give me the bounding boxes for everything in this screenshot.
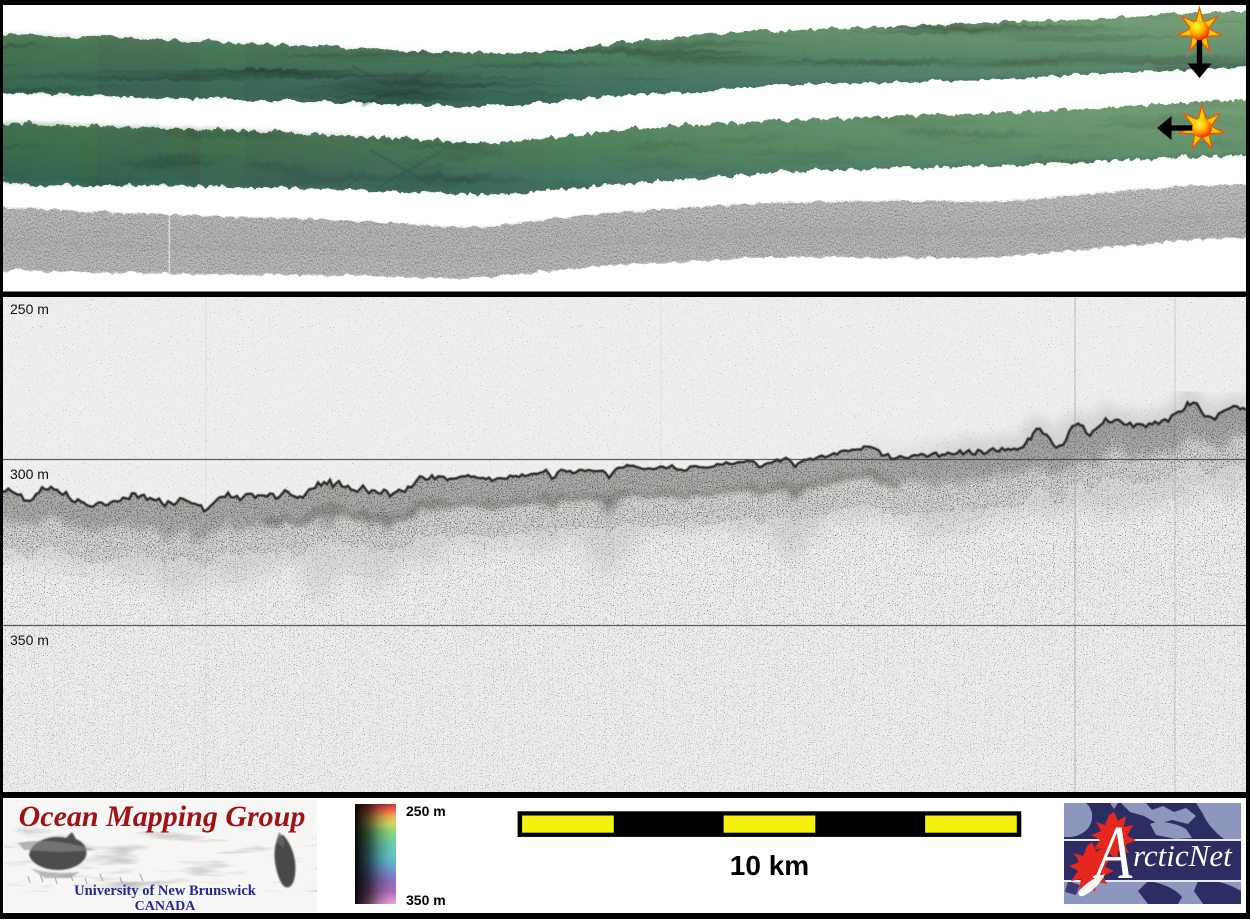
svg-text:250 m: 250 m: [10, 301, 49, 317]
svg-text:Ocean Mapping Group: Ocean Mapping Group: [19, 800, 306, 833]
svg-text:250 m: 250 m: [406, 803, 446, 819]
svg-text:10 km: 10 km: [730, 850, 809, 881]
svg-text:CANADA: CANADA: [135, 899, 197, 914]
svg-text:350 m: 350 m: [406, 892, 446, 908]
svg-text:rcticNet: rcticNet: [1133, 838, 1233, 873]
svg-text:350 m: 350 m: [10, 632, 49, 648]
svg-text:University of New Brunswick: University of New Brunswick: [74, 883, 257, 899]
svg-text:300 m: 300 m: [10, 466, 49, 482]
